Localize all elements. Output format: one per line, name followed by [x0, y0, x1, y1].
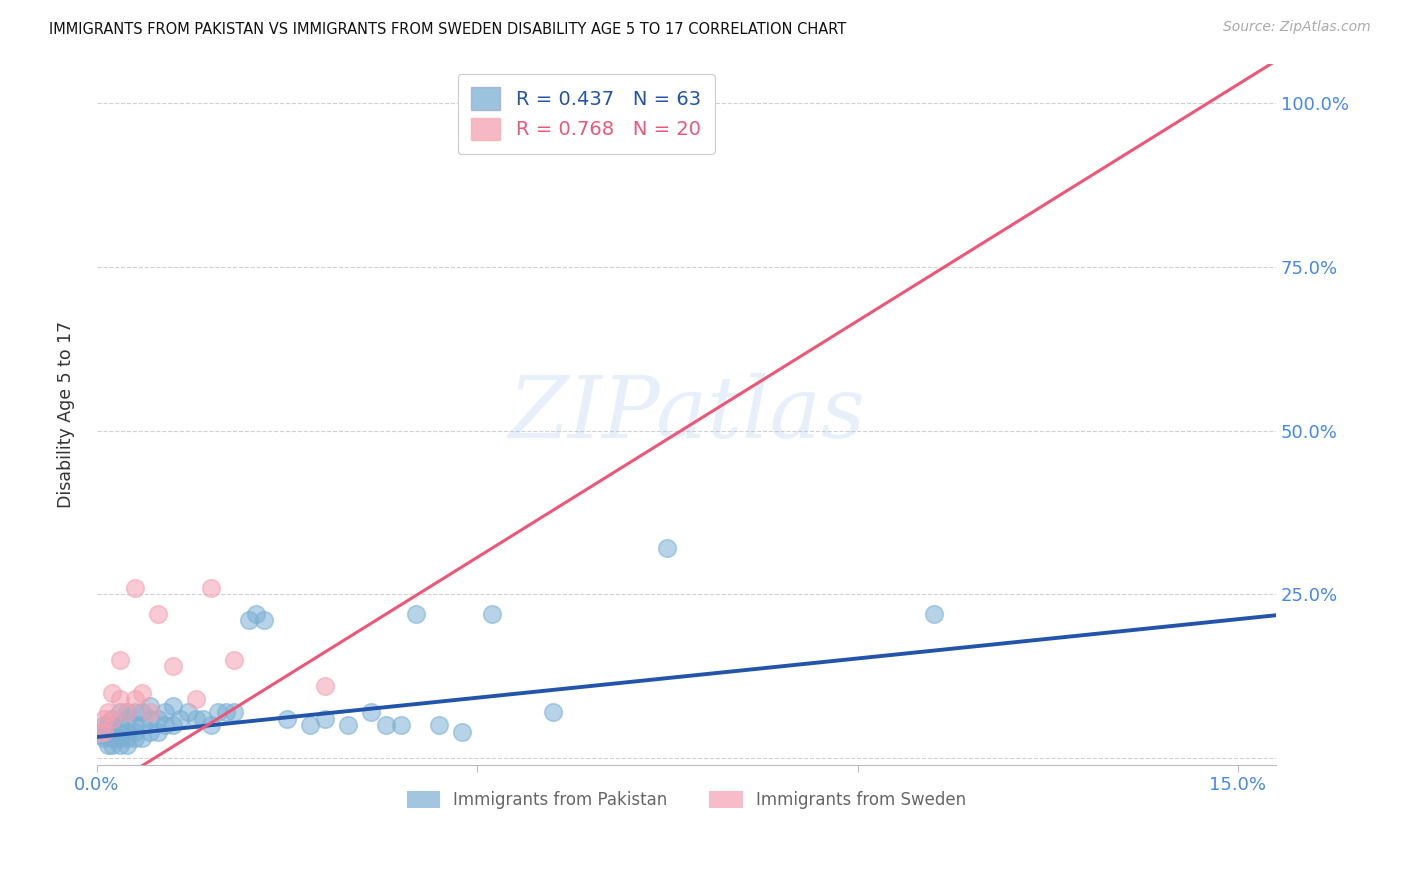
Point: [146, 724, 169, 739]
Point: [101, 738, 124, 752]
Point: [314, 679, 336, 693]
Point: [108, 692, 131, 706]
Point: [215, 705, 238, 719]
Point: [101, 718, 124, 732]
Point: [124, 692, 146, 706]
Point: [657, 541, 679, 556]
Legend: Immigrants from Pakistan, Immigrants from Sweden: Immigrants from Pakistan, Immigrants fro…: [399, 784, 973, 815]
Point: [314, 712, 336, 726]
Point: [108, 738, 131, 752]
Point: [169, 712, 191, 726]
Point: [124, 731, 146, 746]
Point: [481, 607, 503, 621]
Text: IMMIGRANTS FROM PAKISTAN VS IMMIGRANTS FROM SWEDEN DISABILITY AGE 5 TO 17 CORREL: IMMIGRANTS FROM PAKISTAN VS IMMIGRANTS F…: [49, 22, 846, 37]
Point: [139, 698, 162, 713]
Point: [541, 705, 564, 719]
Point: [91, 724, 114, 739]
Point: [162, 698, 184, 713]
Point: [115, 705, 138, 719]
Point: [581, 96, 603, 111]
Point: [427, 718, 450, 732]
Point: [193, 712, 215, 726]
Point: [139, 724, 162, 739]
Point: [200, 581, 222, 595]
Point: [146, 607, 169, 621]
Y-axis label: Disability Age 5 to 17: Disability Age 5 to 17: [58, 321, 75, 508]
Point: [97, 718, 120, 732]
Point: [93, 712, 115, 726]
Point: [177, 705, 200, 719]
Point: [131, 705, 153, 719]
Point: [162, 718, 184, 732]
Point: [115, 712, 138, 726]
Point: [146, 712, 169, 726]
Point: [115, 731, 138, 746]
Point: [222, 653, 245, 667]
Point: [184, 712, 207, 726]
Point: [101, 731, 124, 746]
Point: [115, 724, 138, 739]
Point: [89, 728, 111, 742]
Point: [124, 724, 146, 739]
Point: [131, 718, 153, 732]
Point: [93, 718, 115, 732]
Point: [222, 705, 245, 719]
Point: [207, 705, 229, 719]
Point: [298, 718, 321, 732]
Point: [124, 581, 146, 595]
Point: [245, 607, 267, 621]
Point: [139, 712, 162, 726]
Point: [139, 705, 162, 719]
Point: [276, 712, 298, 726]
Point: [104, 731, 127, 746]
Point: [108, 718, 131, 732]
Point: [108, 653, 131, 667]
Point: [97, 705, 120, 719]
Point: [336, 718, 359, 732]
Point: [124, 718, 146, 732]
Text: ZIPatlas: ZIPatlas: [508, 373, 865, 456]
Point: [115, 738, 138, 752]
Point: [374, 718, 396, 732]
Point: [238, 614, 260, 628]
Point: [108, 731, 131, 746]
Point: [184, 692, 207, 706]
Point: [97, 738, 120, 752]
Point: [115, 705, 138, 719]
Point: [108, 724, 131, 739]
Point: [200, 718, 222, 732]
Point: [451, 724, 474, 739]
Point: [108, 705, 131, 719]
Point: [405, 607, 427, 621]
Point: [93, 724, 115, 739]
Text: Source: ZipAtlas.com: Source: ZipAtlas.com: [1223, 20, 1371, 34]
Point: [93, 731, 115, 746]
Point: [89, 724, 111, 739]
Point: [101, 712, 124, 726]
Point: [360, 705, 382, 719]
Point: [922, 607, 945, 621]
Point: [101, 712, 124, 726]
Point: [153, 718, 176, 732]
Point: [253, 614, 276, 628]
Point: [389, 718, 412, 732]
Point: [94, 724, 117, 739]
Point: [131, 685, 153, 699]
Point: [131, 731, 153, 746]
Point: [124, 705, 146, 719]
Point: [162, 659, 184, 673]
Point: [153, 705, 176, 719]
Point: [101, 685, 124, 699]
